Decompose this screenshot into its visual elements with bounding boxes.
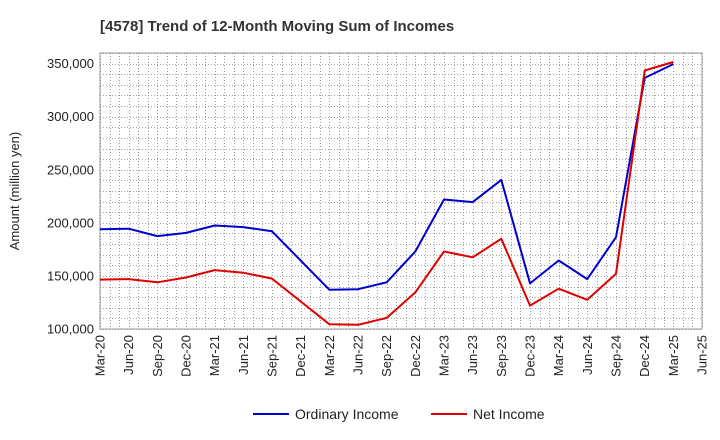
chart-title: [4578] Trend of 12-Month Moving Sum of I… [100, 18, 454, 35]
x-tick-label: Jun-20 [121, 335, 136, 375]
x-tick-label: Mar-25 [666, 335, 681, 376]
y-tick-label: 250,000 [47, 162, 94, 177]
x-tick-label: Sep-23 [494, 335, 509, 377]
x-tick-label: Dec-23 [523, 335, 538, 377]
plot-area: 100,000 150,000 200,000 250,000 300,000 350,0… [47, 52, 710, 377]
x-tick-label: Mar-21 [207, 335, 222, 376]
x-tick-label: Mar-22 [322, 335, 337, 376]
x-tick-label: Dec-22 [408, 335, 423, 377]
x-tick-label: Jun-24 [580, 335, 595, 375]
y-tick-label: 200,000 [47, 215, 94, 230]
x-tick-label: Mar-23 [437, 335, 452, 376]
x-tick-label: Mar-20 [93, 335, 108, 376]
legend-label: Net Income [473, 406, 545, 422]
y-tick-label: 150,000 [47, 268, 94, 283]
legend: Ordinary Income Net Income [253, 406, 545, 422]
y-tick-label: 350,000 [47, 56, 94, 71]
x-tick-label: Sep-20 [150, 335, 165, 377]
x-tick-label: Dec-21 [293, 335, 308, 377]
x-tick-label: Jun-22 [351, 335, 366, 375]
y-tick-label: 300,000 [47, 109, 94, 124]
y-tick-label: 100,000 [47, 322, 94, 337]
x-tick-label: Dec-20 [179, 335, 194, 377]
x-tick-label: Jun-25 [695, 335, 710, 375]
x-tick-label: Jun-21 [236, 335, 251, 375]
x-tick-label: Sep-21 [265, 335, 280, 377]
x-tick-label: Sep-22 [379, 335, 394, 377]
legend-label: Ordinary Income [295, 406, 399, 422]
series-line-net-income [99, 61, 674, 326]
x-tick-label: Mar-24 [551, 335, 566, 376]
y-axis-label: Amount (million yen) [7, 132, 22, 251]
x-tick-label: Jun-23 [465, 335, 480, 375]
plot-frame [99, 52, 703, 330]
x-tick-label: Dec-24 [637, 335, 652, 377]
x-tick-label: Sep-24 [609, 335, 624, 377]
series-line-ordinary-income [99, 63, 674, 291]
